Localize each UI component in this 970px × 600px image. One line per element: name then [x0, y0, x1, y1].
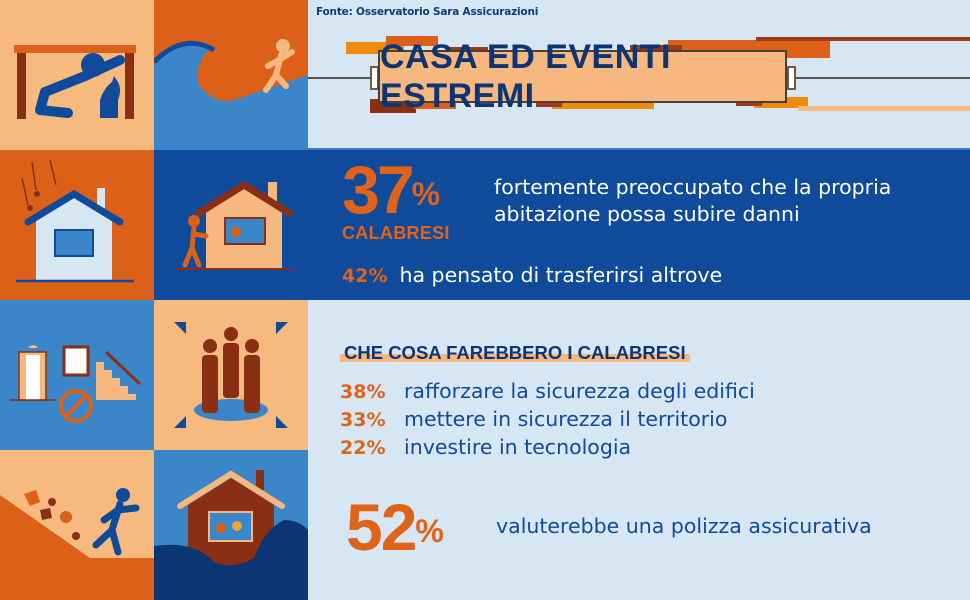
relocation-stat: 42% ha pensato di trasferirsi altrove [342, 263, 722, 287]
title-cap-right [787, 66, 796, 90]
flooded-house-icon [154, 450, 308, 600]
decor-bar [536, 102, 562, 107]
decor-bar [736, 101, 762, 106]
assembly-point-icon [154, 300, 308, 450]
title-box: CASA ED EVENTI ESTREMI [378, 38, 787, 115]
decor-bar [552, 98, 654, 109]
list-item: 38% rafforzare la sicurezza degli edifici [340, 378, 755, 406]
insurance-percentage: 52% [346, 494, 444, 560]
decor-bar [798, 106, 970, 111]
decor-bar [386, 36, 438, 46]
action-text: rafforzare la sicurezza degli edifici [404, 379, 755, 403]
action-value: 22% [340, 437, 386, 459]
falling-debris-house-icon [0, 150, 154, 300]
percent-sign: % [415, 513, 444, 549]
tsunami-wave-icon [154, 0, 308, 150]
decor-bar [630, 45, 682, 54]
actions-list: 38% rafforzare la sicurezza degli edifici… [340, 378, 755, 462]
concern-stat-band: 37% CALABRESI fortemente preoccupato che… [308, 148, 970, 300]
shelter-under-table-icon [0, 0, 154, 150]
relocation-text: ha pensato di trasferirsi altrove [399, 263, 723, 287]
landslide-escape-icon [0, 450, 154, 600]
action-value: 33% [340, 409, 386, 431]
concern-description: fortemente preoccupato che la propria ab… [494, 175, 892, 226]
percent-sign: % [411, 176, 441, 212]
decor-bar [756, 37, 970, 41]
action-value: 38% [340, 381, 386, 403]
cracked-house-evacuation-icon [154, 150, 308, 300]
list-item: 22% investire in tecnologia [340, 434, 755, 462]
action-text: mettere in sicurezza il territorio [404, 407, 728, 431]
no-elevator-use-stairs-icon [0, 300, 154, 450]
decor-bar [414, 102, 456, 109]
title-banner: CASA ED EVENTI ESTREMI [308, 30, 970, 120]
actions-heading: CHE COSA FAREBBERO I CALABRESI [340, 342, 690, 364]
decor-bar [448, 47, 488, 52]
list-item: 33% mettere in sicurezza il territorio [340, 406, 755, 434]
concern-value: 37 [342, 152, 415, 228]
concern-percentage: 37% [342, 156, 440, 224]
insurance-description: valuterebbe una polizza assicurativa [496, 514, 872, 538]
icon-grid [0, 0, 308, 600]
subject-label: CALABRESI [342, 223, 450, 243]
action-text: investire in tecnologia [404, 435, 632, 459]
page-title: CASA ED EVENTI ESTREMI [380, 37, 672, 115]
insurance-value: 52 [346, 490, 417, 564]
source-label: Fonte: Osservatorio Sara Assicurazioni [316, 6, 539, 18]
relocation-value: 42% [342, 265, 388, 287]
